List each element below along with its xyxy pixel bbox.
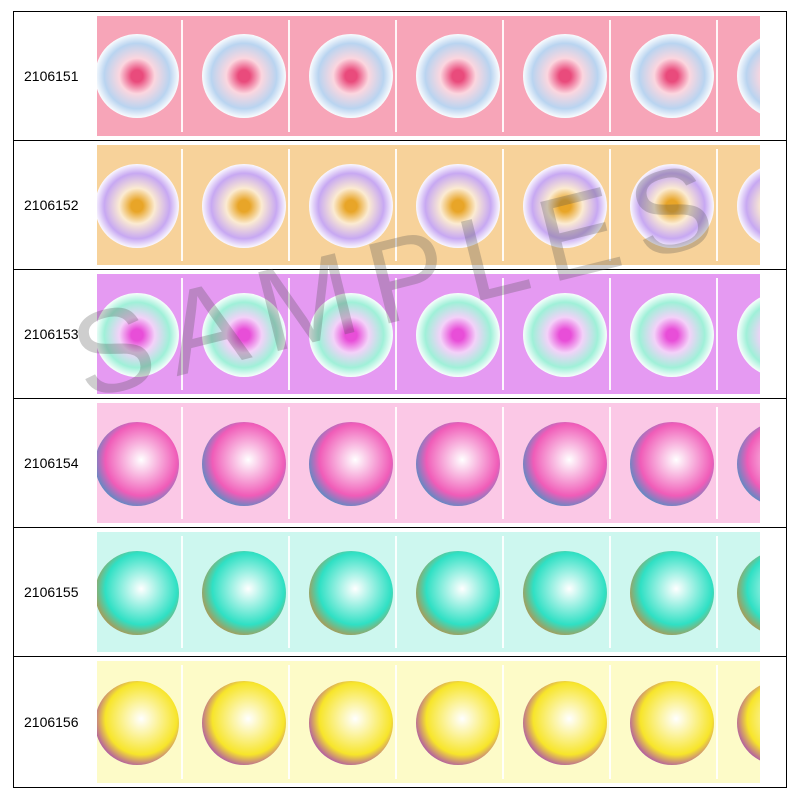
pattern-circle bbox=[97, 421, 179, 506]
pattern-circle bbox=[97, 680, 179, 765]
pattern-circle bbox=[309, 292, 393, 377]
pattern-circle bbox=[309, 163, 393, 248]
pattern-circle bbox=[97, 34, 179, 118]
pattern-circle bbox=[97, 163, 179, 248]
tile-separator bbox=[716, 665, 718, 779]
pattern-circle bbox=[202, 34, 286, 118]
pattern-circle bbox=[523, 421, 607, 506]
tile-separator bbox=[288, 278, 290, 390]
pattern-circle bbox=[737, 421, 760, 506]
pattern-strip bbox=[97, 16, 760, 136]
pattern-circle bbox=[630, 421, 714, 506]
tile-separator bbox=[288, 665, 290, 779]
tile-separator bbox=[288, 20, 290, 132]
pattern-circle bbox=[309, 680, 393, 765]
pattern-strip bbox=[97, 532, 760, 652]
pattern-circle bbox=[737, 34, 760, 118]
tile-separator bbox=[716, 20, 718, 132]
tile-separator bbox=[181, 278, 183, 390]
product-code: 2106155 bbox=[24, 584, 79, 600]
tile-separator bbox=[181, 407, 183, 519]
pattern-circle bbox=[97, 550, 179, 635]
pattern-circle bbox=[416, 163, 500, 248]
tile-separator bbox=[395, 278, 397, 390]
tile-separator bbox=[609, 149, 611, 261]
sample-sheet: 2106151 2106152 2106153 2106154 2106155 21061… bbox=[13, 11, 787, 788]
pattern-circle bbox=[523, 292, 607, 377]
tile-separator bbox=[288, 149, 290, 261]
pattern-circle bbox=[416, 550, 500, 635]
pattern-strip bbox=[97, 661, 760, 783]
tile-separator bbox=[609, 20, 611, 132]
product-code: 2106154 bbox=[24, 455, 79, 471]
pattern-circle bbox=[737, 550, 760, 635]
tile-separator bbox=[609, 278, 611, 390]
pattern-circle bbox=[202, 163, 286, 248]
product-row: 2106154 bbox=[14, 398, 786, 527]
tile-separator bbox=[395, 149, 397, 261]
tile-separator bbox=[181, 149, 183, 261]
tile-separator bbox=[502, 149, 504, 261]
tile-separator bbox=[716, 149, 718, 261]
pattern-circle bbox=[416, 34, 500, 118]
tile-separator bbox=[716, 407, 718, 519]
tile-separator bbox=[395, 536, 397, 648]
pattern-circle bbox=[97, 292, 179, 377]
pattern-circle bbox=[309, 421, 393, 506]
product-code: 2106153 bbox=[24, 326, 79, 342]
pattern-strip bbox=[97, 274, 760, 394]
product-row: 2106155 bbox=[14, 527, 786, 656]
pattern-circle bbox=[737, 680, 760, 765]
pattern-circle bbox=[416, 292, 500, 377]
pattern-circle bbox=[309, 550, 393, 635]
pattern-circle bbox=[202, 292, 286, 377]
product-row: 2106152 bbox=[14, 140, 786, 269]
pattern-circle bbox=[737, 163, 760, 248]
pattern-circle bbox=[630, 163, 714, 248]
pattern-circle bbox=[523, 163, 607, 248]
pattern-circle bbox=[202, 421, 286, 506]
product-code: 2106151 bbox=[24, 68, 79, 84]
tile-separator bbox=[502, 20, 504, 132]
pattern-circle bbox=[630, 550, 714, 635]
pattern-circle bbox=[630, 292, 714, 377]
tile-separator bbox=[395, 407, 397, 519]
pattern-circle bbox=[416, 680, 500, 765]
tile-separator bbox=[288, 536, 290, 648]
tile-separator bbox=[181, 20, 183, 132]
tile-separator bbox=[395, 20, 397, 132]
tile-separator bbox=[288, 407, 290, 519]
pattern-circle bbox=[416, 421, 500, 506]
tile-separator bbox=[609, 536, 611, 648]
tile-separator bbox=[181, 665, 183, 779]
pattern-circle bbox=[630, 34, 714, 118]
product-row: 2106156 bbox=[14, 656, 786, 787]
pattern-circle bbox=[202, 680, 286, 765]
tile-separator bbox=[502, 278, 504, 390]
pattern-circle bbox=[202, 550, 286, 635]
pattern-strip bbox=[97, 403, 760, 523]
pattern-circle bbox=[523, 34, 607, 118]
product-code: 2106156 bbox=[24, 714, 79, 730]
tile-separator bbox=[395, 665, 397, 779]
product-code: 2106152 bbox=[24, 197, 79, 213]
tile-separator bbox=[181, 536, 183, 648]
product-row: 2106153 bbox=[14, 269, 786, 398]
tile-separator bbox=[716, 278, 718, 390]
pattern-circle bbox=[523, 680, 607, 765]
product-row: 2106151 bbox=[14, 12, 786, 140]
tile-separator bbox=[502, 665, 504, 779]
pattern-circle bbox=[630, 680, 714, 765]
pattern-circle bbox=[523, 550, 607, 635]
tile-separator bbox=[502, 536, 504, 648]
tile-separator bbox=[609, 407, 611, 519]
tile-separator bbox=[609, 665, 611, 779]
pattern-circle bbox=[309, 34, 393, 118]
pattern-circle bbox=[737, 292, 760, 377]
pattern-strip bbox=[97, 145, 760, 265]
tile-separator bbox=[716, 536, 718, 648]
tile-separator bbox=[502, 407, 504, 519]
